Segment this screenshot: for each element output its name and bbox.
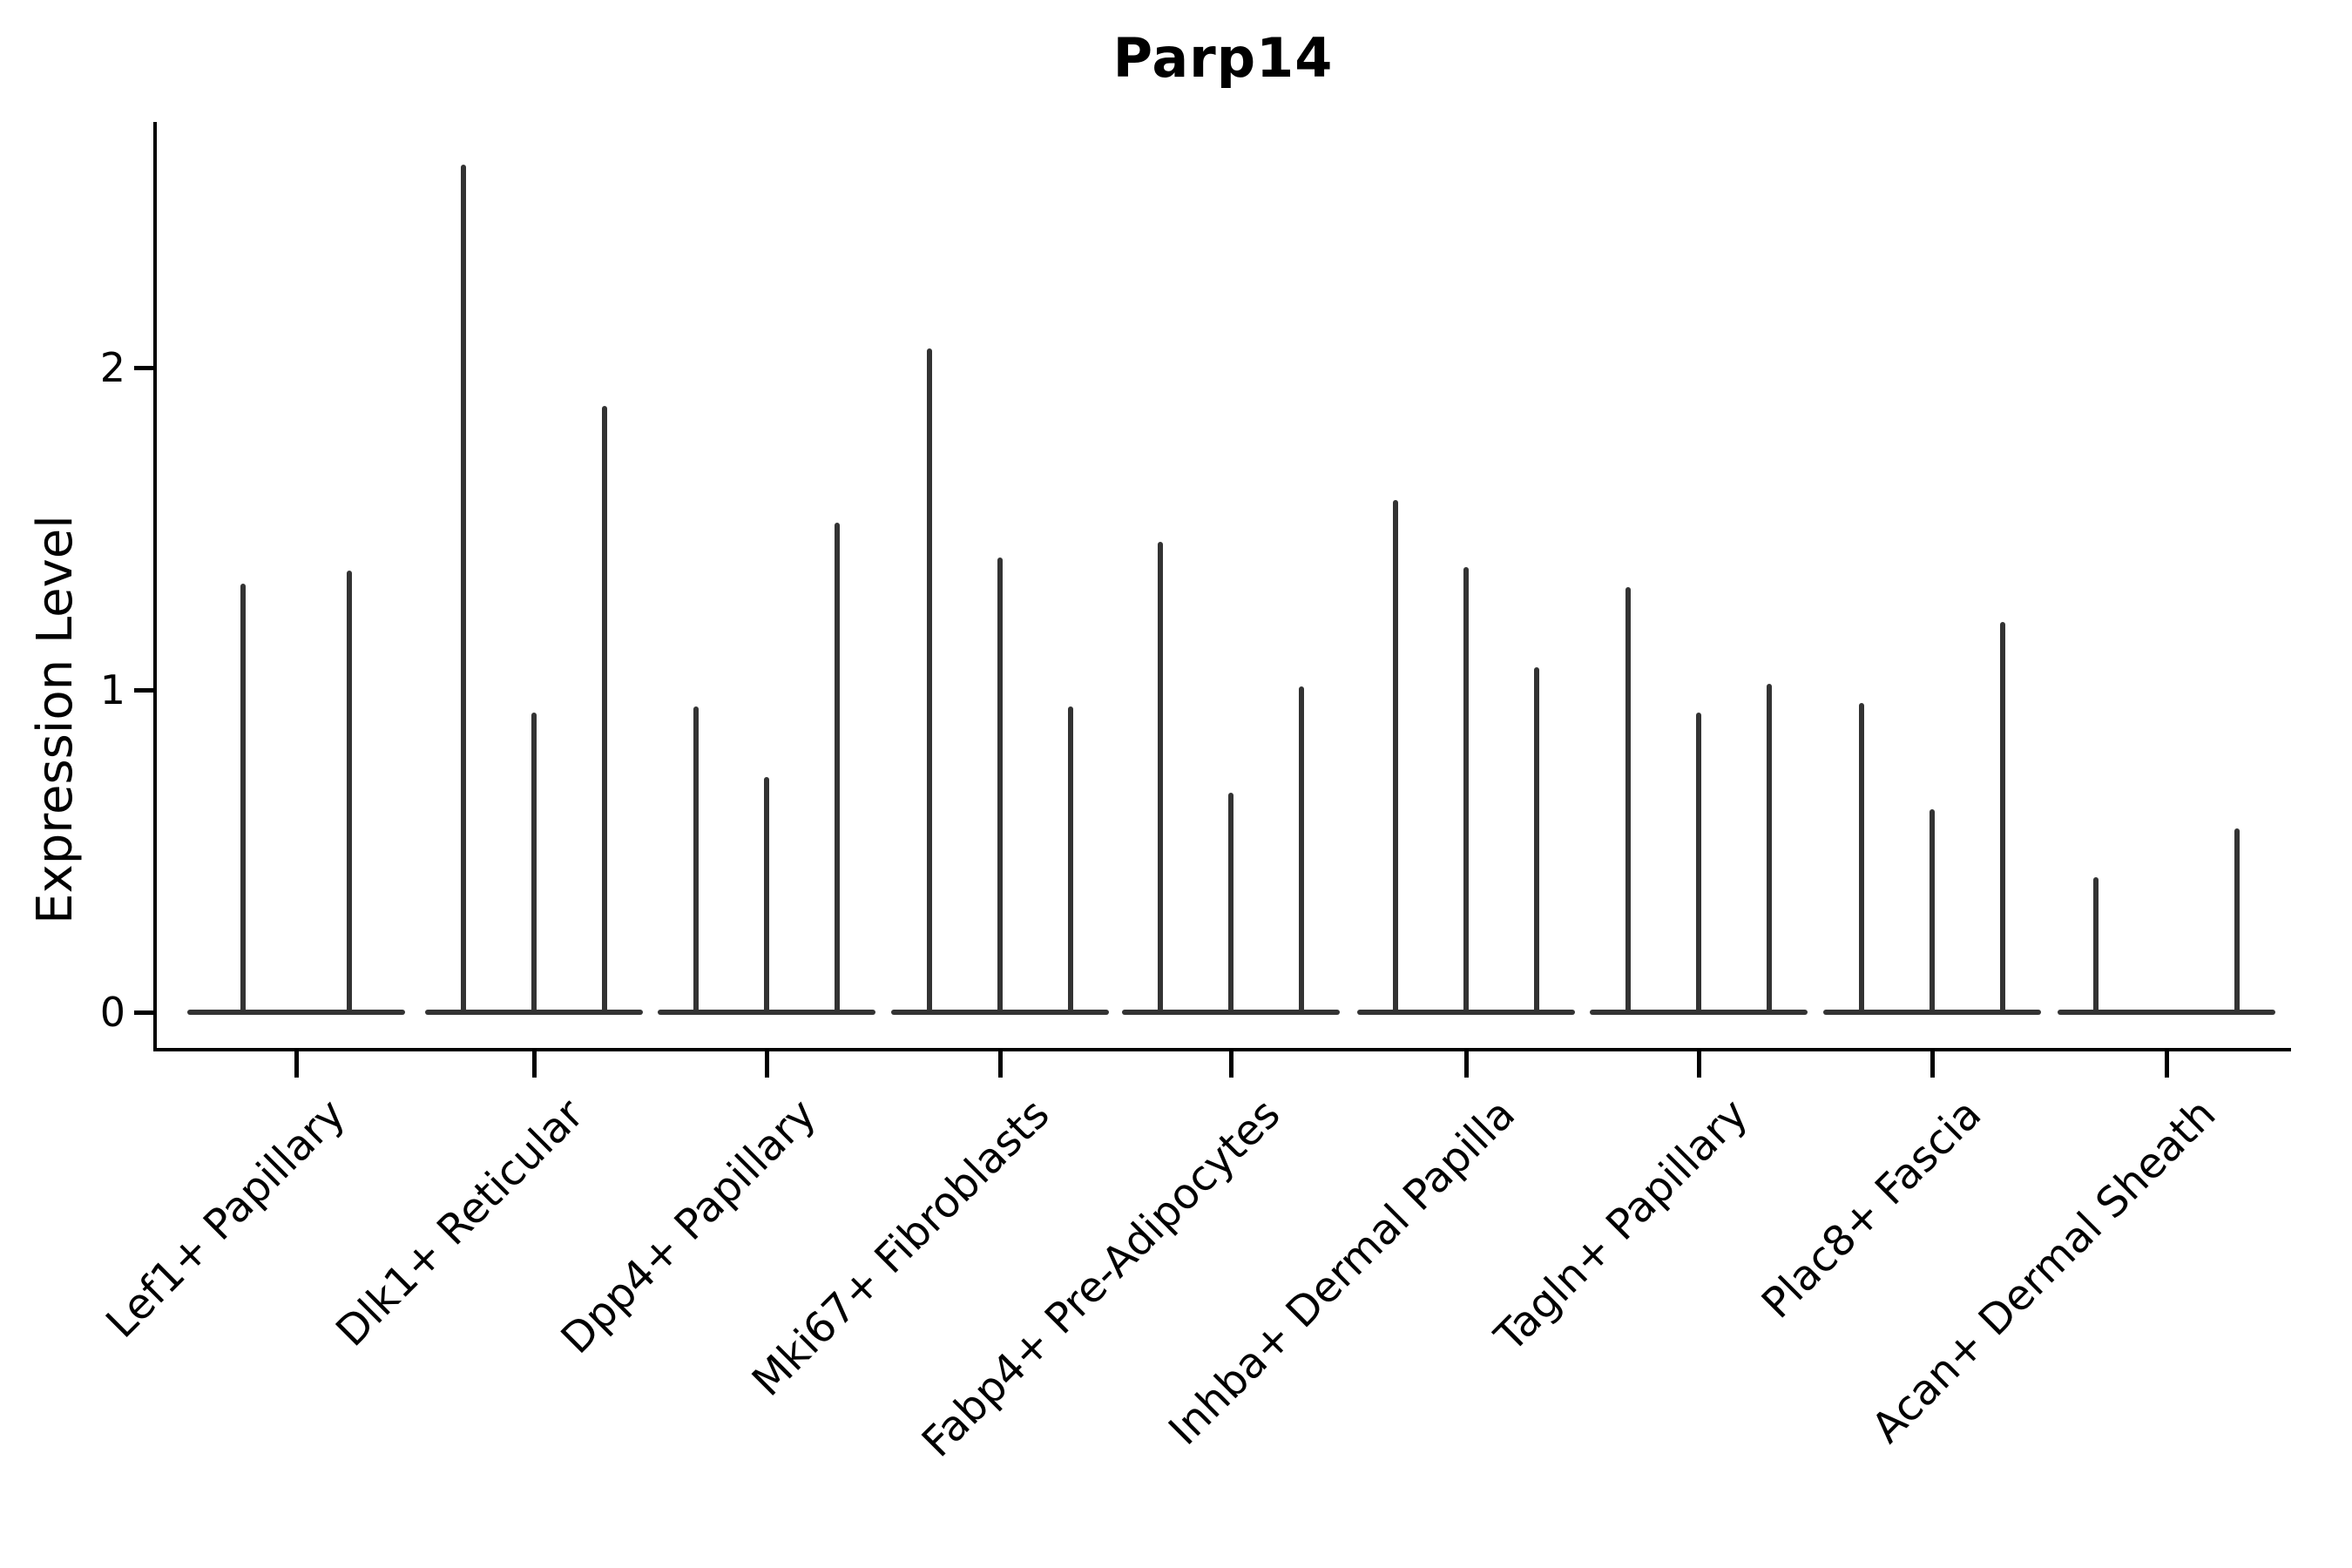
x-tick-label: Dlk1+ Reticular xyxy=(326,1089,593,1356)
violin-spike xyxy=(2093,876,2099,1015)
violin-spike xyxy=(2000,622,2005,1015)
violin-spike xyxy=(1859,702,1864,1015)
violin-spike xyxy=(764,776,769,1015)
x-tick-mark xyxy=(532,1051,537,1078)
x-axis-spine xyxy=(153,1048,2291,1051)
violin-baseline xyxy=(187,1010,405,1015)
violin-spike xyxy=(240,583,246,1015)
y-tick-mark xyxy=(134,366,153,370)
violin-spike xyxy=(1625,586,1631,1015)
violin-spike xyxy=(1696,712,1701,1015)
y-tick-mark xyxy=(134,688,153,693)
chart-title: Parp14 xyxy=(1112,26,1334,90)
x-tick-mark xyxy=(1464,1051,1469,1078)
violin-spike xyxy=(602,406,607,1015)
violin-spike xyxy=(1068,706,1073,1015)
violin-spike xyxy=(1299,686,1304,1015)
violin-spike xyxy=(2234,828,2240,1015)
violin-spike xyxy=(531,712,537,1015)
x-tick-mark xyxy=(998,1051,1003,1078)
x-tick-mark xyxy=(294,1051,299,1078)
y-axis-label: Expression Level xyxy=(27,515,84,924)
x-tick-mark xyxy=(1930,1051,1935,1078)
x-tick-label: Dpp4+ Papillary xyxy=(551,1089,826,1363)
violin-spike xyxy=(927,348,932,1015)
violin-spike xyxy=(1463,567,1469,1015)
violin-spike xyxy=(1767,683,1772,1015)
violin-baseline xyxy=(2058,1010,2275,1015)
x-tick-label: Tagln+ Papillary xyxy=(1485,1089,1758,1362)
violin-spike xyxy=(1158,541,1163,1015)
violin-spike xyxy=(461,164,466,1015)
violin-spike xyxy=(347,571,352,1015)
violin-spike xyxy=(997,558,1003,1015)
x-tick-mark xyxy=(1229,1051,1233,1078)
x-tick-mark xyxy=(1697,1051,1701,1078)
y-tick-label: 1 xyxy=(99,666,125,713)
violin-spike xyxy=(693,706,699,1015)
y-tick-mark xyxy=(134,1010,153,1015)
y-axis-spine xyxy=(153,122,157,1051)
x-tick-mark xyxy=(2165,1051,2169,1078)
x-tick-mark xyxy=(765,1051,769,1078)
violin-spike xyxy=(835,522,840,1015)
x-tick-label: Plac8+ Fascia xyxy=(1752,1089,1991,1328)
violin-spike xyxy=(1930,808,1935,1015)
violin-spike xyxy=(1534,667,1539,1015)
violin-spike xyxy=(1228,793,1233,1015)
x-tick-label: Lef1+ Papillary xyxy=(97,1089,355,1348)
y-tick-label: 2 xyxy=(99,344,125,391)
y-tick-label: 0 xyxy=(99,989,125,1036)
violin-spike xyxy=(1393,499,1398,1015)
